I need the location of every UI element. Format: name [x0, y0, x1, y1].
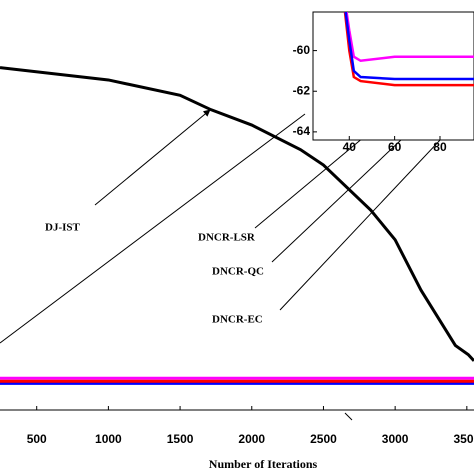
y-tick-label: -60	[293, 43, 311, 57]
series-line	[345, 12, 474, 63]
x-tick-label: 40	[343, 140, 357, 154]
annotation: DNCR-EC	[212, 314, 263, 326]
series-line	[344, 12, 474, 81]
x-axis-label: Number of Iterations	[209, 457, 318, 471]
annotation: DNCR-QC	[212, 266, 264, 278]
series-line	[0, 66, 474, 362]
y-tick-label: -64	[293, 124, 311, 138]
x-tick-label: 1000	[95, 432, 122, 446]
inset-frame	[312, 11, 474, 141]
y-tick-label: -62	[293, 83, 311, 97]
annotation: DNCR-LSR	[198, 232, 256, 244]
x-tick-label: 60	[388, 140, 402, 154]
x-tick-label: 2500	[310, 432, 337, 446]
x-tick-label: 2000	[238, 432, 265, 446]
x-tick-label: 80	[433, 140, 447, 154]
x-tick-label: 500	[27, 432, 47, 446]
x-tick-label: 1500	[167, 432, 194, 446]
annotation: DJ-IST	[45, 222, 81, 234]
x-tick-label: 3000	[382, 432, 409, 446]
x-tick-label: 3500	[453, 432, 474, 446]
series-line	[343, 12, 474, 87]
